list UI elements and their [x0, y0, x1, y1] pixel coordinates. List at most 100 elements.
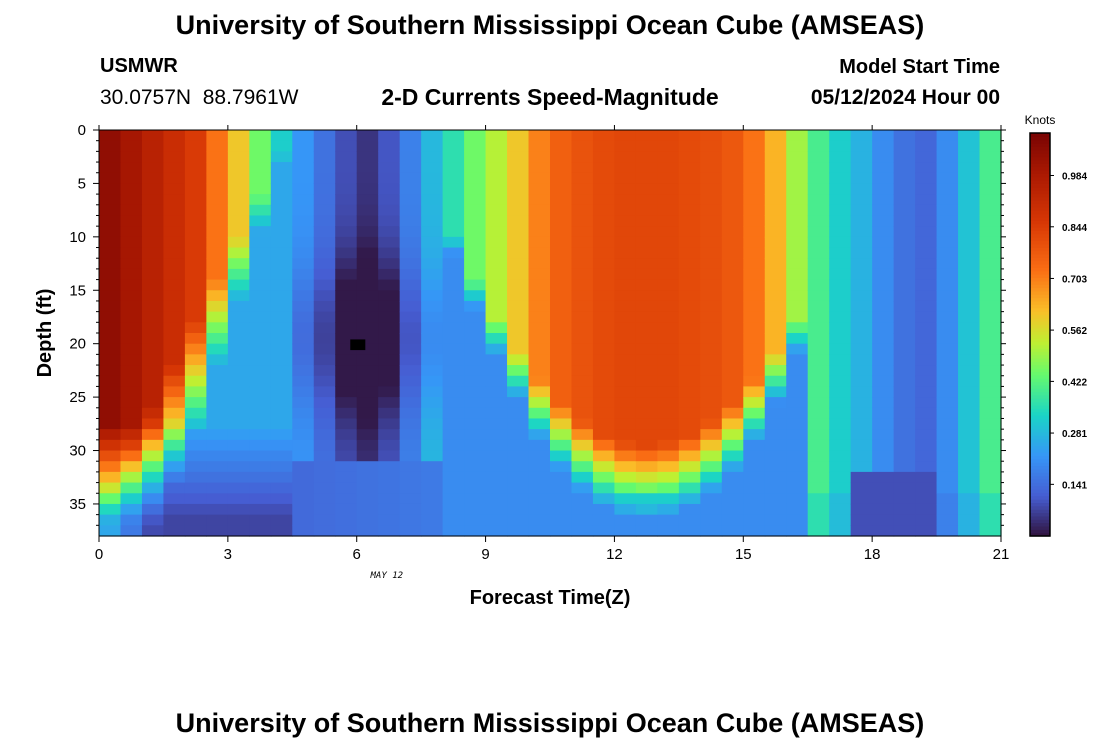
heatmap-cell — [464, 226, 487, 238]
heatmap-cell — [571, 365, 594, 377]
heatmap-cell — [893, 439, 916, 452]
heatmap-cell — [764, 525, 787, 537]
colorbar-segment — [1030, 465, 1050, 470]
heatmap-cell — [99, 279, 122, 291]
heatmap-cell — [743, 236, 766, 249]
x-tick-label: 3 — [224, 546, 232, 563]
heatmap-cell — [550, 386, 573, 398]
heatmap-cell — [270, 290, 293, 302]
heatmap-cell — [979, 279, 1002, 291]
heatmap-cell — [249, 279, 272, 291]
heatmap-cell — [421, 140, 444, 152]
heatmap-cell — [335, 333, 358, 345]
heatmap-cell — [335, 215, 358, 227]
heatmap-cell — [335, 258, 358, 270]
heatmap-cell — [700, 397, 723, 409]
heatmap-cell — [485, 279, 508, 291]
heatmap-cell — [485, 183, 508, 195]
heatmap-cell — [550, 151, 573, 163]
heatmap-cell — [721, 311, 744, 323]
heatmap-cell — [657, 407, 680, 420]
heatmap-cell — [721, 450, 744, 462]
heatmap-cell — [163, 493, 186, 505]
heatmap-cell — [571, 322, 594, 334]
heatmap-cell — [292, 194, 315, 206]
heatmap-cell — [227, 418, 250, 430]
heatmap-cell — [270, 204, 293, 217]
heatmap-cell — [571, 503, 594, 516]
heatmap-cell — [829, 514, 852, 526]
heatmap-cell — [721, 471, 744, 484]
heatmap-cell — [249, 215, 272, 227]
heatmap-cell — [120, 343, 143, 355]
heatmap-cell — [184, 386, 207, 398]
heatmap-cell — [807, 407, 830, 420]
heatmap-cell — [120, 375, 143, 388]
heatmap-cell — [528, 183, 551, 195]
heatmap-cell — [528, 194, 551, 206]
heatmap-cell — [421, 514, 444, 526]
heatmap-cell — [571, 204, 594, 217]
heatmap-cell — [206, 300, 229, 313]
heatmap-cell — [313, 365, 336, 377]
heatmap-cell — [120, 418, 143, 430]
heatmap-cell — [163, 279, 186, 291]
heatmap-cell — [399, 503, 422, 516]
heatmap-cell — [507, 140, 530, 152]
colorbar-segment — [1030, 280, 1050, 285]
heatmap-cell — [356, 130, 379, 142]
heatmap-cell — [356, 493, 379, 505]
heatmap-cell — [743, 461, 766, 473]
heatmap-cell — [829, 322, 852, 334]
heatmap-cell — [850, 258, 873, 270]
heatmap-cell — [99, 151, 122, 163]
colorbar-segment — [1030, 263, 1050, 268]
heatmap-cell — [786, 525, 809, 537]
heatmap-cell — [807, 300, 830, 313]
colorbar-tick-label: 0.281 — [1062, 429, 1087, 440]
colorbar-segment — [1030, 488, 1050, 493]
colorbar-segment — [1030, 253, 1050, 258]
heatmap-cell — [958, 215, 981, 227]
heatmap-cell — [872, 215, 895, 227]
heatmap-cell — [850, 300, 873, 313]
heatmap-cell — [464, 343, 487, 355]
heatmap-cell — [571, 215, 594, 227]
heatmap-cell — [657, 226, 680, 238]
colorbar-segment — [1030, 247, 1050, 252]
heatmap-cell — [850, 503, 873, 516]
heatmap-cell — [979, 418, 1002, 430]
heatmap-cell — [270, 386, 293, 398]
heatmap-cell — [163, 290, 186, 302]
heatmap-cell — [829, 215, 852, 227]
heatmap-cell — [550, 343, 573, 355]
heatmap-cell — [550, 365, 573, 377]
heatmap-cell — [979, 162, 1002, 174]
heatmap-cell — [227, 450, 250, 462]
heatmap-cell — [507, 333, 530, 345]
heatmap-cell — [141, 279, 165, 291]
heatmap-cell — [335, 183, 358, 195]
heatmap-cell — [614, 183, 637, 195]
heatmap-cell — [550, 418, 573, 430]
heatmap-cell — [657, 418, 680, 430]
heatmap-cell — [356, 439, 379, 452]
heatmap-cell — [807, 279, 830, 291]
heatmap-cell — [915, 461, 938, 473]
heatmap-cell — [227, 407, 250, 420]
heatmap-cell — [764, 258, 787, 270]
heatmap-cell — [356, 279, 379, 291]
heatmap-cell — [743, 429, 766, 441]
heatmap-cell — [915, 247, 938, 259]
page-title: University of Southern Mississippi Ocean… — [175, 10, 925, 40]
heatmap-cell — [485, 354, 508, 366]
heatmap-cell — [399, 300, 422, 313]
heatmap-cell — [99, 407, 122, 420]
heatmap-cell — [141, 525, 165, 537]
heatmap-cell — [421, 439, 444, 452]
colorbar-segment — [1030, 200, 1050, 205]
heatmap-cell — [227, 300, 250, 313]
colorbar-segment — [1030, 287, 1050, 292]
heatmap-cell — [743, 450, 766, 462]
heatmap-cell — [958, 268, 981, 281]
